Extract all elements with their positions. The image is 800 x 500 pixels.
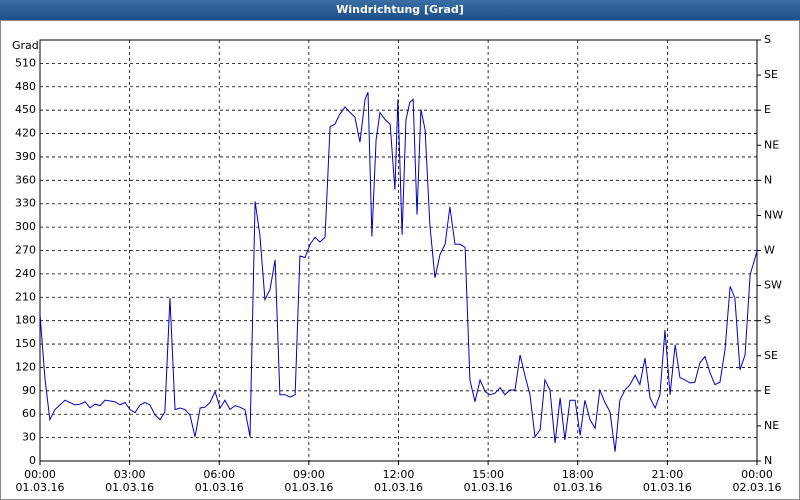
- x-tick-label: 18:00 01.03.16: [553, 468, 603, 494]
- y-tick-label: 0: [29, 454, 36, 467]
- x-tick-label: 09:00 01.03.16: [284, 468, 334, 494]
- y2-tick-label: S: [764, 314, 771, 327]
- x-tick-label: 00:00 01.03.16: [15, 468, 65, 494]
- y-tick-label: 510: [15, 56, 36, 69]
- plot-border: [39, 39, 758, 462]
- y2-tick-label: W: [764, 244, 775, 257]
- y-tick-label: 270: [15, 244, 36, 257]
- y-tick-label: 390: [15, 150, 36, 163]
- y2-tick-label: NW: [764, 208, 783, 221]
- y-tick-label: 480: [15, 80, 36, 93]
- y2-tick-label: E: [764, 103, 771, 116]
- y-tick-label: 120: [15, 360, 36, 373]
- y2-tick-label: N: [764, 454, 772, 467]
- x-tick-label: 12:00 01.03.16: [374, 468, 423, 494]
- y-tick-label: 210: [15, 290, 36, 303]
- y-tick-label: 30: [22, 431, 36, 444]
- x-tick-label: 06:00 01.03.16: [194, 468, 244, 494]
- y-tick-label: 330: [15, 197, 36, 210]
- y2-tick-label: SE: [764, 349, 778, 362]
- y-tick-label: 360: [15, 173, 36, 186]
- x-tick-label: 03:00 01.03.16: [105, 468, 155, 494]
- y2-tick-label: NE: [764, 419, 779, 432]
- chart-title: Windrichtung [Grad]: [0, 0, 800, 20]
- y-tick-label: 450: [15, 103, 36, 116]
- y-tick-label: 420: [15, 127, 36, 140]
- y-tick-label: 240: [15, 267, 36, 280]
- y2-tick-label: E: [764, 384, 771, 397]
- x-tick-label: 15:00 01.03.16: [463, 468, 513, 494]
- data-line: [39, 92, 758, 452]
- y2-tick-label: SE: [764, 68, 778, 81]
- y2-tick-label: NE: [764, 138, 779, 151]
- y-tick-label: 300: [15, 220, 36, 233]
- y2-tick-label: SW: [764, 279, 782, 292]
- y2-tick-label: N: [764, 173, 772, 186]
- y-tick-label: 60: [22, 407, 36, 420]
- y-tick-label: 90: [22, 384, 36, 397]
- y2-tick-label: S: [764, 33, 771, 46]
- y-tick-label: 150: [15, 337, 36, 350]
- y-tick-label: 180: [15, 314, 36, 327]
- chart: Grad 0 30 60 90 120 150 180 210 240 270 300 330 360 3…: [0, 20, 800, 500]
- y-axis-label: Grad: [12, 39, 39, 52]
- x-tick-label: 00:00 02.03.16: [732, 468, 782, 494]
- x-tick-label: 21:00 01.03.16: [642, 468, 692, 494]
